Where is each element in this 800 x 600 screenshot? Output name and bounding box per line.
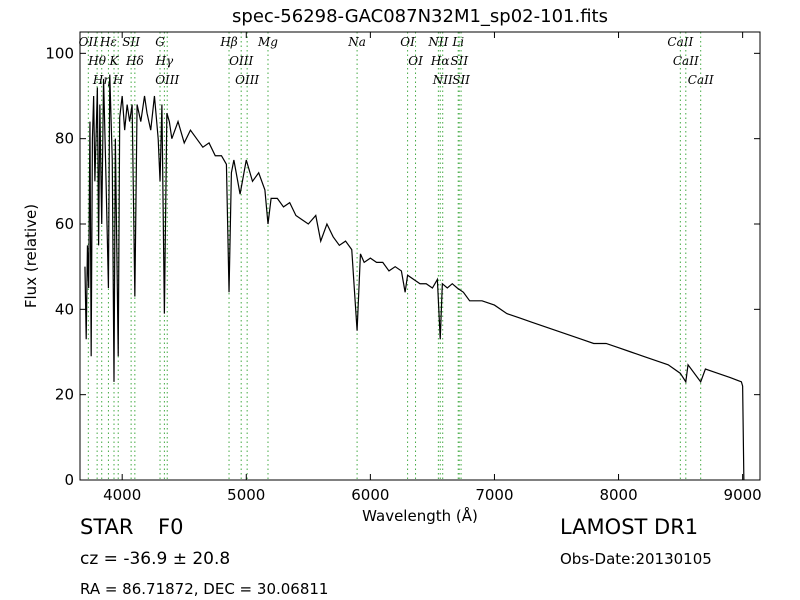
x-axis-label: Wavelength (Å) <box>362 506 478 525</box>
spectral-line-label: Hθ <box>87 54 106 68</box>
spectral-line-label: Li <box>451 35 464 49</box>
y-tick-label: 100 <box>45 44 74 62</box>
spectral-line-label: CaII <box>667 35 693 49</box>
chart-title: spec-56298-GAC087N32M1_sp02-101.fits <box>232 6 608 27</box>
y-tick-label: 80 <box>55 130 74 148</box>
spectral-line-label: SII <box>450 54 468 68</box>
spectral-line-label: H <box>112 73 124 87</box>
spectral-line-label: NII <box>427 35 448 49</box>
subclass: F0 <box>158 515 183 539</box>
y-tick-label: 40 <box>55 300 74 318</box>
spectral-line-label: Na <box>347 35 366 49</box>
spectral-line-label: Hδ <box>125 54 144 68</box>
coordinates: RA = 86.71872, DEC = 30.06811 <box>80 580 328 598</box>
spectral-line-label: Hγ <box>155 54 174 68</box>
spectral-line-label: K <box>109 54 120 68</box>
spectrum-line <box>84 74 745 481</box>
spectral-line-label: Mg <box>257 35 278 49</box>
spectral-line-label: CaII <box>688 73 714 87</box>
spectral-line-label: OII <box>79 35 99 49</box>
spectral-line-label: Hβ <box>219 35 237 49</box>
spectral-line-label: OIII <box>155 73 179 87</box>
y-tick-label: 20 <box>55 386 74 404</box>
spectral-line-label: G <box>155 35 165 49</box>
x-tick-label: 6000 <box>351 486 389 504</box>
spectral-line-label: Hα <box>430 54 450 68</box>
spectral-line-label: CaII <box>673 54 699 68</box>
spectral-line-label: OIII <box>229 54 253 68</box>
spectral-line-label: NII <box>432 73 453 87</box>
survey: LAMOST DR1 <box>560 515 698 539</box>
y-tick-label: 60 <box>55 215 74 233</box>
spectral-line-label: Hε <box>99 35 117 49</box>
x-tick-label: 5000 <box>227 486 265 504</box>
object-class: STAR <box>80 515 133 539</box>
y-tick-label: 0 <box>64 471 74 489</box>
spectral-line-label: OI <box>400 35 415 49</box>
spectral-line-label: OI <box>408 54 423 68</box>
x-tick-label: 8000 <box>599 486 637 504</box>
redshift: cz = -36.9 ± 20.8 <box>80 549 230 569</box>
x-tick-label: 7000 <box>475 486 513 504</box>
spectral-line-label: Hη <box>92 73 111 87</box>
spectral-line-label: SII <box>122 35 140 49</box>
plot-frame <box>79 31 761 481</box>
x-tick-label: 9000 <box>724 486 762 504</box>
spectral-line-label: SII <box>452 73 470 87</box>
obs-date: Obs-Date:20130105 <box>560 550 712 568</box>
y-axis-label: Flux (relative) <box>22 204 40 308</box>
x-tick-label: 4000 <box>103 486 141 504</box>
spectral-line-label: OIII <box>235 73 259 87</box>
